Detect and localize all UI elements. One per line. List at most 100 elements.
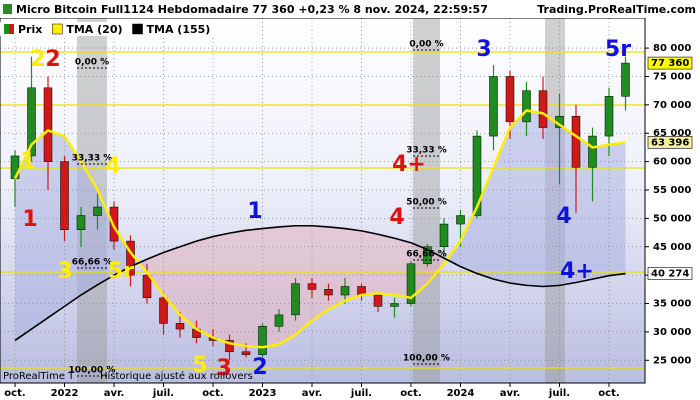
y-tick-label: 35 000 — [653, 299, 691, 310]
wave-label: 1 — [22, 207, 37, 232]
tma-fill — [576, 136, 593, 283]
wave-label: 2 — [45, 47, 60, 72]
candle-body — [489, 76, 498, 137]
footer-note: ProRealTime T — [3, 371, 75, 382]
wave-label: 5 — [192, 353, 207, 378]
source: Trading.ProRealTime.com — [537, 3, 696, 16]
tma-fill — [510, 110, 527, 286]
candle-body — [472, 135, 482, 216]
x-tick-label: avr. — [500, 388, 521, 399]
candle-body — [340, 286, 350, 296]
candle-body — [505, 76, 515, 123]
x-tick-label: oct. — [202, 388, 223, 399]
x-tick-label: juil. — [548, 388, 570, 399]
fib-label: 100,00 % — [69, 366, 116, 376]
x-tick-label: juil. — [350, 388, 372, 399]
tma-fill — [378, 234, 395, 296]
tma-fill — [328, 226, 345, 310]
shaded-band — [413, 18, 440, 383]
footer-note: Historique ajusté aux rollovers — [100, 370, 253, 382]
y-tick-label: 70 000 — [653, 100, 691, 111]
wave-label: 1 — [247, 199, 262, 224]
y-tick-label: 60 000 — [653, 157, 691, 168]
wave-label: 4 — [556, 204, 571, 229]
wave-label: 3 — [476, 37, 491, 62]
tma-fill — [229, 230, 246, 347]
wave-label: 3 — [216, 356, 231, 381]
tma-fill — [592, 144, 609, 280]
candle-body — [225, 340, 234, 353]
candle-body — [439, 223, 449, 248]
wave-label: 4+ — [392, 152, 426, 177]
tma-fill — [543, 113, 560, 287]
tma-fill — [180, 241, 197, 330]
under-layer — [0, 18, 645, 383]
tma-line — [14, 224, 626, 342]
tma-fill — [526, 110, 543, 287]
candle-body — [588, 135, 597, 168]
x-tick-label: oct. — [598, 388, 619, 399]
wave-label: 1 — [20, 149, 35, 174]
wave-label: 4 — [105, 154, 120, 179]
header-icon — [3, 4, 12, 14]
y-tick-label: 30 000 — [653, 327, 691, 338]
candle-body — [159, 297, 168, 324]
wave-label: 4+ — [560, 259, 594, 284]
last-value-box — [647, 136, 693, 149]
candle-body — [93, 206, 102, 216]
x-tick-label: juil. — [152, 388, 174, 399]
fib-label: 33,33 % — [406, 146, 447, 156]
fib-label: 33,33 % — [72, 154, 113, 164]
wave-label: 4 — [389, 205, 404, 230]
candle-body — [522, 90, 531, 123]
tma-fill — [81, 161, 98, 296]
legend-label: TMA (155) — [147, 23, 211, 36]
tma-fill — [295, 225, 312, 335]
last-value-label: 77 360 — [651, 58, 689, 69]
header-bar — [0, 0, 700, 18]
candle-body — [175, 323, 185, 330]
legend-swatch — [132, 23, 143, 35]
y-tick-label: 75 000 — [653, 71, 691, 82]
x-tick-label: 2022 — [51, 388, 79, 399]
candle-body — [142, 274, 152, 299]
last-value-box — [647, 56, 693, 70]
candle-body — [43, 87, 53, 162]
fib-label: 50,00 % — [406, 198, 447, 208]
tma-fill — [246, 228, 263, 348]
wave-label: 5r — [605, 37, 631, 62]
candle-body — [258, 325, 267, 355]
fib-label: 0,00 % — [75, 58, 109, 68]
wave-label: 2 — [252, 355, 267, 380]
last-value-label: 40 274 — [651, 269, 689, 280]
x-tick-label: avr. — [302, 388, 323, 399]
candle-body — [27, 87, 36, 157]
tma-line — [13, 109, 626, 349]
y-tick-label: 50 000 — [653, 213, 691, 224]
candle-body — [604, 96, 614, 137]
fib-label: 66,66 % — [72, 258, 113, 268]
tma-fill — [477, 167, 494, 280]
candle-body — [373, 294, 383, 307]
x-tick-label: 2024 — [447, 388, 475, 399]
legend-swatch — [9, 24, 14, 34]
candle-body — [571, 115, 581, 168]
fib-label: 0,00 % — [409, 40, 443, 50]
tma-fill — [147, 252, 164, 296]
legend-label: Prix — [18, 23, 42, 36]
tma-fill — [361, 230, 378, 296]
legend-swatch — [4, 24, 9, 34]
last-value-box — [647, 267, 693, 280]
candle-body — [76, 215, 86, 230]
y-tick-label: 55 000 — [653, 185, 691, 196]
candle-body — [291, 283, 300, 316]
chart-title: Micro Bitcoin Full1124 Hebdomadaire 77 3… — [16, 3, 488, 16]
candle-body — [274, 314, 284, 327]
candle-body — [307, 283, 317, 290]
candle-body — [538, 90, 548, 128]
x-tick-label: oct. — [4, 388, 25, 399]
tma-fill — [15, 144, 32, 341]
legend: Prix TMA (20) TMA (155) — [0, 22, 220, 36]
